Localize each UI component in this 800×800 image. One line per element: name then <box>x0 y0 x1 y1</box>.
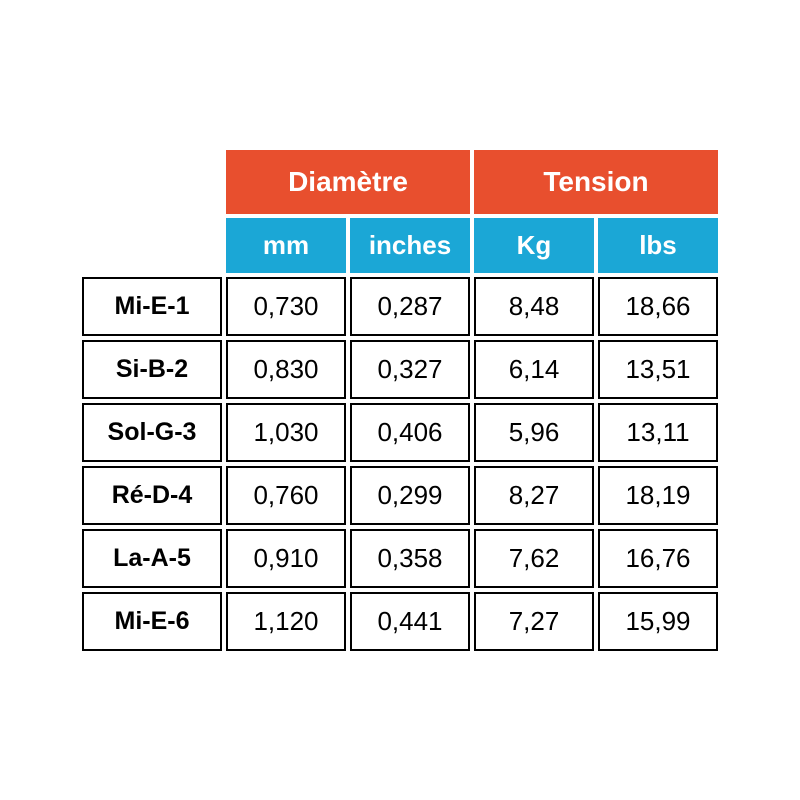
table-row: Ré-D-4 0,760 0,299 8,27 18,19 <box>82 466 718 525</box>
table-row: Mi-E-1 0,730 0,287 8,48 18,66 <box>82 277 718 336</box>
empty-corner <box>82 150 222 214</box>
cell-lbs: 15,99 <box>598 592 718 651</box>
cell-mm: 1,030 <box>226 403 346 462</box>
cell-kg: 7,27 <box>474 592 594 651</box>
cell-kg: 6,14 <box>474 340 594 399</box>
subheader-lbs: lbs <box>598 218 718 273</box>
cell-inches: 0,327 <box>350 340 470 399</box>
cell-mm: 0,830 <box>226 340 346 399</box>
cell-kg: 8,48 <box>474 277 594 336</box>
cell-kg: 7,62 <box>474 529 594 588</box>
row-label: Ré-D-4 <box>82 466 222 525</box>
cell-lbs: 13,11 <box>598 403 718 462</box>
cell-kg: 8,27 <box>474 466 594 525</box>
cell-inches: 0,406 <box>350 403 470 462</box>
cell-kg: 5,96 <box>474 403 594 462</box>
cell-inches: 0,358 <box>350 529 470 588</box>
row-label: Mi-E-1 <box>82 277 222 336</box>
row-label: Sol-G-3 <box>82 403 222 462</box>
string-spec-table: Diamètre Tension mm inches Kg lbs Mi-E-1… <box>78 146 722 655</box>
cell-lbs: 18,66 <box>598 277 718 336</box>
cell-inches: 0,287 <box>350 277 470 336</box>
table-row: Mi-E-6 1,120 0,441 7,27 15,99 <box>82 592 718 651</box>
cell-mm: 0,730 <box>226 277 346 336</box>
table-row: La-A-5 0,910 0,358 7,62 16,76 <box>82 529 718 588</box>
cell-inches: 0,441 <box>350 592 470 651</box>
header-tension: Tension <box>474 150 718 214</box>
cell-lbs: 18,19 <box>598 466 718 525</box>
row-label: Mi-E-6 <box>82 592 222 651</box>
row-label: La-A-5 <box>82 529 222 588</box>
cell-mm: 1,120 <box>226 592 346 651</box>
table-row: Sol-G-3 1,030 0,406 5,96 13,11 <box>82 403 718 462</box>
cell-mm: 0,760 <box>226 466 346 525</box>
row-label: Si-B-2 <box>82 340 222 399</box>
subheader-kg: Kg <box>474 218 594 273</box>
cell-lbs: 16,76 <box>598 529 718 588</box>
subheader-mm: mm <box>226 218 346 273</box>
subheader-inches: inches <box>350 218 470 273</box>
cell-inches: 0,299 <box>350 466 470 525</box>
table-row: Si-B-2 0,830 0,327 6,14 13,51 <box>82 340 718 399</box>
header-diameter: Diamètre <box>226 150 470 214</box>
cell-mm: 0,910 <box>226 529 346 588</box>
cell-lbs: 13,51 <box>598 340 718 399</box>
empty-corner-2 <box>82 218 222 273</box>
